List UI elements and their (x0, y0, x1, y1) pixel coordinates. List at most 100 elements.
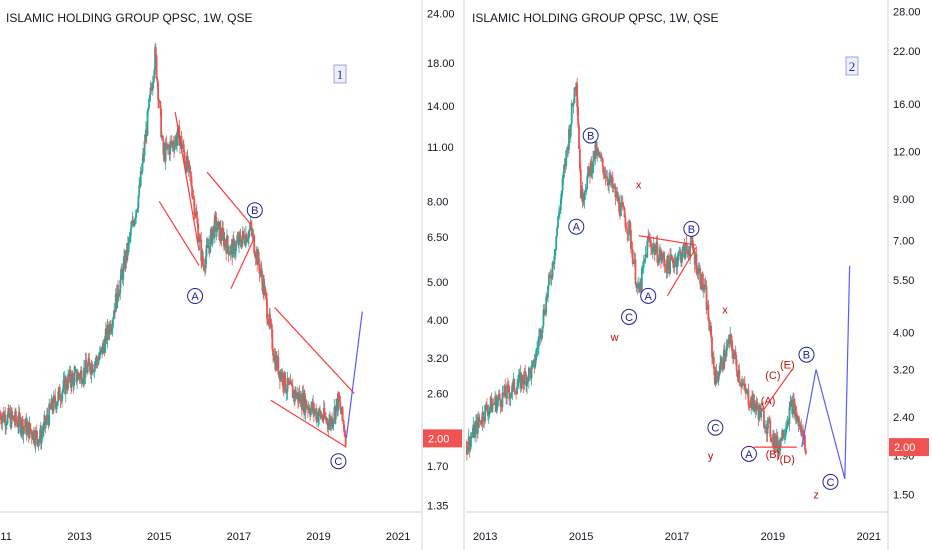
candle-body (269, 313, 271, 324)
candle-body (235, 242, 237, 251)
candle-body (611, 177, 614, 188)
candle-body (665, 267, 668, 274)
candle-body (544, 313, 547, 315)
last-price-tag (889, 438, 929, 457)
x-tick-label: 2017 (665, 531, 689, 543)
candle-body (550, 277, 553, 279)
candle-body (748, 405, 751, 407)
candle-body (493, 403, 496, 405)
candle-body (202, 264, 205, 266)
candle-body (505, 396, 507, 399)
candle-body (239, 235, 242, 244)
y-tick-label: 18.00 (427, 58, 455, 70)
trend-line (270, 399, 347, 448)
candle-body (45, 420, 48, 426)
candle-body (199, 237, 202, 240)
candle-body (769, 420, 772, 438)
candle-body (684, 243, 687, 259)
candle-body (136, 209, 138, 211)
candle-body (243, 235, 246, 243)
candle-body (192, 197, 195, 199)
candle-body (705, 286, 708, 310)
candle-body (222, 228, 225, 233)
candle-body (142, 153, 144, 164)
candle-body (628, 220, 630, 234)
panel-number-box (333, 64, 347, 84)
y-tick-label: 7.00 (893, 235, 914, 247)
candle-body (576, 83, 579, 107)
candle-body (86, 365, 89, 373)
candle-body (800, 424, 803, 436)
candle-body (489, 397, 492, 408)
candle-body (211, 232, 214, 245)
candle-body (671, 257, 674, 264)
candle-body (226, 235, 229, 246)
candle-body (793, 399, 795, 404)
candle-body (680, 251, 682, 263)
candle-body (645, 253, 648, 258)
wave-label-circle (740, 445, 757, 462)
candle-body (470, 436, 473, 439)
candle-body (40, 433, 43, 444)
candle-body (188, 165, 191, 173)
candle-body (726, 343, 729, 347)
candle-body (129, 235, 132, 237)
candle-body (107, 324, 110, 333)
candle-body (130, 225, 133, 229)
candle-body (234, 250, 237, 255)
candle-body (180, 136, 183, 149)
candle-body (649, 240, 651, 242)
candle-body (181, 147, 184, 149)
candle-body (548, 274, 551, 276)
candle-body (632, 263, 635, 264)
wave-label-circle (330, 453, 347, 470)
candle-body (638, 283, 641, 293)
y-tick-label: 3.20 (893, 365, 914, 377)
candle-body (530, 365, 533, 379)
candle-body (224, 239, 227, 245)
x-tick-label: 2011 (0, 531, 12, 543)
candle-body (252, 233, 255, 236)
candle-body (99, 349, 102, 352)
candle-body (131, 220, 134, 226)
candle-body (687, 249, 690, 255)
wave-label: z (813, 490, 819, 502)
candle-body (548, 274, 550, 286)
candle-body (195, 212, 198, 218)
candle-body (491, 403, 494, 413)
wave-label: (A) (761, 396, 776, 408)
candle-body (183, 152, 186, 162)
candle-body (712, 356, 715, 369)
candle-body (599, 154, 602, 159)
candle-body (636, 284, 639, 289)
candle-body (481, 412, 484, 424)
candle-body (540, 332, 543, 338)
candle-body (135, 210, 138, 218)
trend-line (230, 236, 256, 289)
candle-body (654, 249, 657, 255)
candle-body (10, 411, 13, 428)
candle-body (643, 259, 646, 261)
candle-body (656, 242, 659, 263)
candle-body (523, 371, 526, 385)
candle-body (49, 404, 51, 409)
candle-body (84, 360, 87, 378)
candle-body (136, 207, 139, 210)
candle-body (765, 426, 768, 434)
candle-body (184, 161, 187, 165)
candle-body (734, 351, 737, 360)
candle-body (691, 236, 693, 241)
candle-body (751, 396, 753, 409)
candle-body (570, 103, 573, 124)
candle-body (778, 446, 781, 451)
candle-body (51, 398, 54, 409)
candle-body (76, 379, 79, 382)
candle-body (260, 268, 263, 278)
candle-body (232, 238, 234, 258)
candle-body (647, 235, 650, 241)
candle-body (574, 87, 577, 91)
candle-body (592, 151, 595, 167)
candle-body (581, 188, 584, 203)
x-tick-label: 2013 (67, 531, 91, 543)
candle-body (270, 324, 273, 330)
